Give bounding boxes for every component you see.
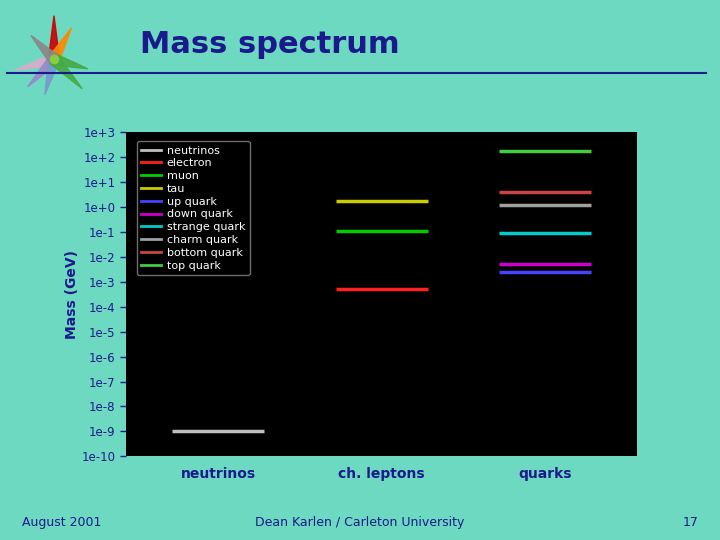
- Text: 17: 17: [683, 516, 698, 529]
- Text: neutrinos: neutrinos: [181, 467, 256, 481]
- Polygon shape: [45, 58, 60, 94]
- Text: Dean Karlen / Carleton University: Dean Karlen / Carleton University: [256, 516, 464, 529]
- Polygon shape: [49, 28, 71, 62]
- Text: quarks: quarks: [518, 467, 572, 481]
- Text: August 2001: August 2001: [22, 516, 101, 529]
- Y-axis label: Mass (GeV): Mass (GeV): [65, 250, 78, 339]
- Polygon shape: [50, 55, 82, 89]
- Polygon shape: [48, 16, 60, 59]
- Polygon shape: [31, 35, 58, 64]
- Polygon shape: [16, 54, 55, 70]
- Text: Mass spectrum: Mass spectrum: [140, 30, 400, 59]
- Polygon shape: [27, 55, 58, 87]
- Polygon shape: [53, 54, 88, 69]
- Text: ch. leptons: ch. leptons: [338, 467, 425, 481]
- Legend: neutrinos, electron, muon, tau, up quark, down quark, strange quark, charm quark: neutrinos, electron, muon, tau, up quark…: [137, 141, 250, 275]
